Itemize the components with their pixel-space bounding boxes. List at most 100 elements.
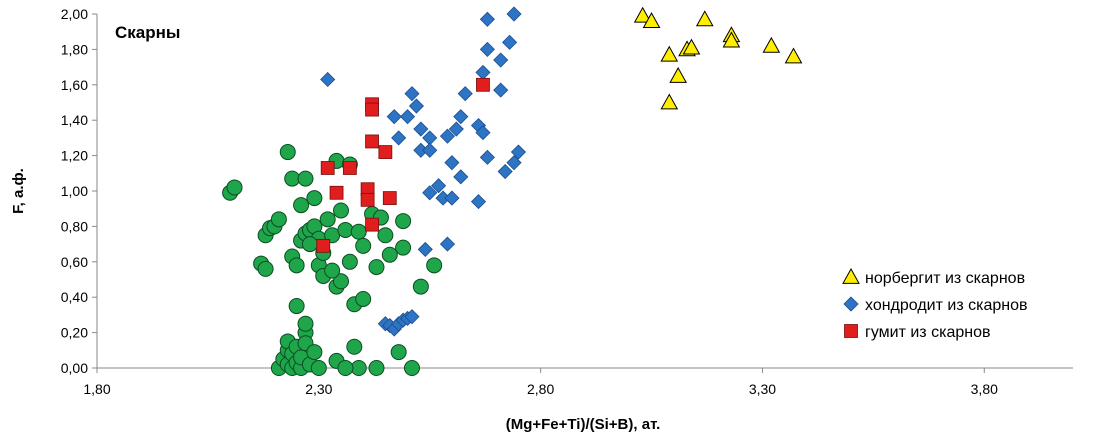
circle-data-point [284, 170, 301, 187]
circle-data-point [412, 278, 429, 295]
circle-data-point [310, 360, 327, 376]
x-axis-title: (Mg+Fe+Ti)/(Si+B), ат. [506, 416, 661, 433]
circle-data-point [341, 253, 358, 270]
circle-data-point [226, 179, 243, 196]
circle-data-point [324, 262, 341, 279]
circle-data-point [257, 260, 274, 277]
triangle-data-point [642, 12, 661, 28]
diamond-data-point [479, 41, 495, 57]
y-tick-label: 1,60 [61, 77, 88, 93]
diamond-data-point [404, 86, 420, 102]
circle-data-point [355, 237, 372, 254]
diamond-data-point [475, 125, 491, 141]
y-tick-label: 0,40 [61, 289, 88, 305]
square-data-point [365, 102, 379, 117]
diamond-data-point [386, 109, 402, 125]
triangle-data-point [660, 93, 679, 110]
circle-data-point [355, 290, 372, 307]
circle-data-point [301, 236, 318, 253]
y-tick-label: 1,20 [61, 148, 88, 164]
circle-data-point [293, 197, 310, 214]
circle-data-point [270, 211, 287, 228]
diamond-data-point [439, 128, 456, 144]
diamond-data-point [470, 194, 487, 210]
circle-data-point [337, 221, 354, 238]
circle-data-point [390, 344, 407, 361]
circle-data-point [306, 344, 323, 361]
legend-label: норбергит из скарнов [865, 270, 1025, 287]
y-axis-title: F, а.ф. [10, 168, 27, 214]
y-tick-label: 0,20 [61, 325, 88, 341]
diamond-data-point [453, 169, 469, 185]
diamond-data-point [497, 163, 513, 180]
diamond-data-point [431, 178, 447, 194]
triangle-data-point [682, 38, 701, 55]
circle-data-point [333, 273, 349, 290]
y-tick-label: 0,60 [61, 254, 88, 270]
y-tick-label: 1,00 [61, 183, 88, 199]
circle-data-point [337, 360, 354, 376]
diamond-data-point [408, 98, 424, 114]
diamond-data-point [479, 11, 495, 27]
diamond-data-point [475, 64, 491, 80]
triangle-data-point [784, 47, 803, 64]
diamond-data-point [493, 82, 509, 98]
diamond-data-point [479, 149, 495, 165]
legend-triangle-marker [842, 267, 860, 284]
legend-diamond-marker [843, 296, 859, 312]
diamond-data-point [399, 109, 416, 125]
diamond-data-point [391, 130, 407, 146]
triangle-data-point [633, 6, 652, 23]
diamond-data-point [422, 142, 438, 158]
diamond-data-point [453, 109, 469, 125]
square-data-point [342, 161, 357, 175]
circle-data-point [297, 315, 314, 332]
diamond-data-point [422, 185, 438, 201]
y-tick-label: 1,80 [61, 41, 88, 57]
diamond-data-point [413, 121, 429, 137]
x-tick-label: 2,30 [305, 381, 332, 397]
triangle-data-point [695, 10, 714, 27]
diamond-data-point [404, 309, 420, 325]
diamond-data-point [320, 71, 336, 88]
data-points [222, 6, 803, 376]
square-data-point [360, 192, 375, 207]
circle-data-point [377, 227, 394, 244]
circle-data-point [306, 190, 323, 207]
square-data-point [378, 145, 393, 159]
circle-data-point [297, 170, 314, 187]
square-data-point [329, 185, 344, 200]
diamond-data-point [448, 121, 464, 137]
square-data-point [365, 217, 379, 232]
triangle-data-point [722, 31, 741, 48]
y-tick-label: 1,40 [61, 112, 88, 128]
circle-data-point [333, 202, 349, 219]
circle-data-point [288, 298, 305, 315]
legend: норбергит из скарнов хондродит из скарнов… [842, 267, 1027, 341]
circle-data-point [403, 360, 420, 376]
circle-data-point [319, 211, 336, 228]
panel-label: Скарны [115, 23, 180, 42]
circle-data-point [279, 144, 296, 161]
legend-square-marker [844, 324, 858, 338]
diamond-data-point [493, 52, 509, 68]
x-tick-label: 3,30 [749, 381, 776, 397]
legend-label: хондродит из скарнов [865, 297, 1027, 314]
triangle-data-point [762, 36, 781, 53]
axes: 0,00 0,20 0,40 0,60 0,80 1,00 1,20 1,40 1,60 1,80… [61, 6, 1073, 397]
legend-label: гумит из скарнов [865, 324, 990, 341]
diamond-data-point [506, 6, 522, 22]
circle-data-point [381, 246, 398, 263]
triangle-data-point [660, 45, 679, 62]
diamond-data-point [502, 34, 518, 50]
circle-data-point [350, 360, 367, 376]
x-tick-label: 3,80 [971, 381, 998, 397]
y-tick-label: 0,00 [61, 360, 88, 376]
diamond-data-point [506, 155, 522, 171]
diamond-data-point [444, 190, 460, 206]
diamond-data-point [510, 144, 527, 160]
diamond-data-point [457, 86, 473, 102]
circle-data-point [368, 259, 385, 276]
square-data-point [316, 238, 331, 253]
